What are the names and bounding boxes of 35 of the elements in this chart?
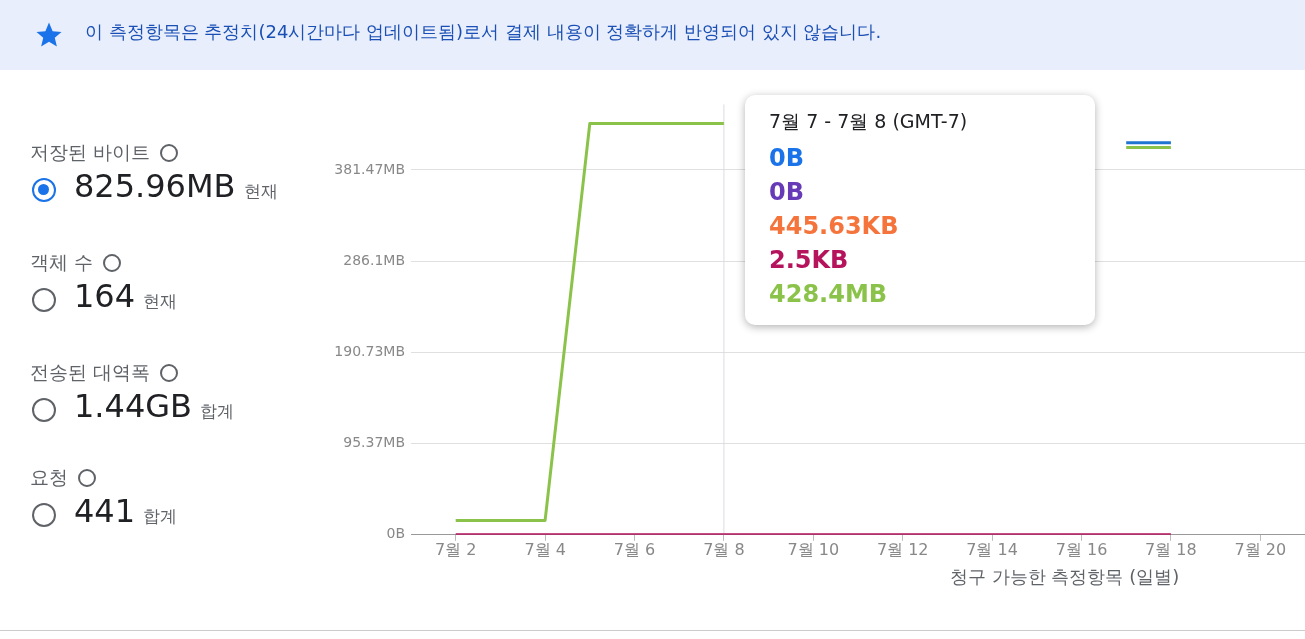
text: 164 <box>74 277 136 315</box>
text: 이 측정항목은 추정치(24시간마다 업데이트됨)로서 결제 내용이 정확하게 반영되어 있지 않습니다. <box>85 20 882 44</box>
annotation: 7월 7 - 7월 8 (GMT-7) <box>769 109 969 134</box>
y-tick-label: 0B <box>386 525 405 542</box>
text: 1.44GB <box>74 387 192 425</box>
x-tick-label: 7월 18 <box>1145 539 1197 559</box>
text: 전송된 대역폭 <box>30 360 151 385</box>
y-tick-label: 381.47MB <box>334 160 405 177</box>
text: 합계 <box>200 401 234 421</box>
x-tick-label: 7월 12 <box>876 539 929 559</box>
text: 현재 <box>143 291 178 311</box>
text: 합계 <box>143 506 178 526</box>
x-tick-label: 7월 20 <box>1234 539 1287 559</box>
y-tick-label: 95.37MB <box>343 434 405 451</box>
text: 저장된 바이트 <box>30 140 151 165</box>
y-tick-label: 286.1MB <box>343 251 405 268</box>
text: 요청 <box>30 465 68 490</box>
x-tick-label: 7월 2 <box>434 539 477 559</box>
x-tick-label: 7월 8 <box>703 539 745 559</box>
x-tick-label: 7월 14 <box>966 539 1018 559</box>
text: 현재 <box>243 181 278 201</box>
annotation: 0B <box>769 143 805 174</box>
annotation: 0B <box>769 177 805 208</box>
text: 825.96MB <box>74 167 236 205</box>
text: 객체 수 <box>30 250 94 275</box>
x-tick-label: 7월 6 <box>613 539 656 559</box>
x-tick-label: 7월 10 <box>787 539 840 559</box>
x-axis-title: 청구 가능한 측정항목 (일별) <box>950 565 1180 589</box>
text: 441 <box>74 492 136 530</box>
y-tick-label: 190.73MB <box>334 343 405 360</box>
annotation: 2.5KB <box>769 245 850 276</box>
annotation: 445.63KB <box>769 211 900 242</box>
x-tick-label: 7월 16 <box>1055 539 1108 559</box>
annotation: 428.4MB <box>769 279 889 310</box>
x-tick-label: 7월 4 <box>524 539 566 559</box>
